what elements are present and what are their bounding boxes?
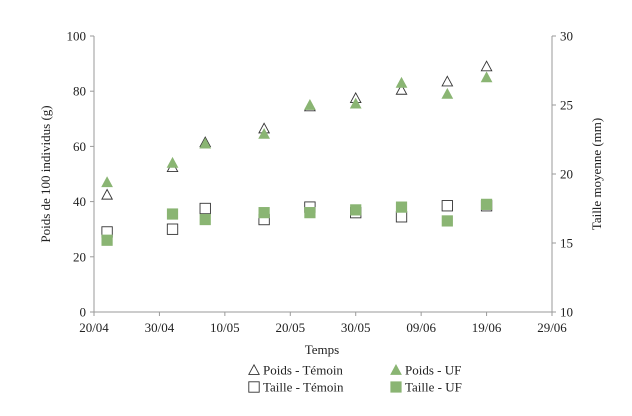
- x-tick-label: 29/06: [537, 320, 567, 335]
- data-point: [441, 87, 454, 99]
- y-left-tick-label: 40: [73, 194, 86, 209]
- data-point: [166, 208, 179, 220]
- data-point: [441, 200, 453, 212]
- data-point: [480, 60, 493, 72]
- x-axis-title: Temps: [305, 342, 339, 357]
- legend-marker: [390, 363, 402, 375]
- data-point: [304, 207, 316, 219]
- data-point: [101, 188, 114, 200]
- y-right-tick-label: 20: [560, 167, 573, 182]
- y-right-tick-label: 15: [560, 236, 573, 251]
- legend-label: Poids - Témoin: [263, 363, 343, 378]
- y-right-tick-label: 25: [560, 98, 573, 113]
- x-tick-label: 20/04: [79, 320, 109, 335]
- y-left-tick-label: 60: [73, 139, 86, 154]
- y-left-tick-label: 20: [73, 249, 86, 264]
- x-tick-label: 10/05: [210, 320, 240, 335]
- x-tick-label: 20/05: [275, 320, 305, 335]
- legend-marker: [248, 381, 260, 393]
- data-point: [395, 201, 408, 213]
- data-point: [395, 76, 408, 88]
- series-0: [101, 60, 493, 200]
- y-axis-right-title: Taille moyenne (mm): [589, 118, 604, 230]
- legend-marker: [248, 363, 260, 375]
- legend-item: Taille - UF: [390, 380, 462, 395]
- data-point: [395, 211, 408, 223]
- data-point: [166, 223, 179, 235]
- y-right-tick-label: 10: [560, 305, 573, 320]
- legend-item: Poids - Témoin: [248, 363, 343, 378]
- series-1: [101, 71, 493, 188]
- data-point: [199, 137, 212, 149]
- legend: Poids - Témoin Poids - UF Taille - Témoin T…: [248, 363, 462, 395]
- x-tick-label: 19/06: [472, 320, 502, 335]
- legend-label: Taille - UF: [405, 380, 462, 395]
- series-3: [101, 198, 493, 246]
- y-left-tick-label: 100: [67, 29, 87, 44]
- data-point: [480, 71, 493, 83]
- data-point: [258, 207, 270, 219]
- data-point: [350, 204, 362, 216]
- data-point: [441, 75, 454, 87]
- data-point: [101, 176, 113, 188]
- data-point: [395, 83, 408, 95]
- legend-item: Taille - Témoin: [248, 380, 344, 395]
- data-point: [304, 98, 316, 110]
- series-2: [101, 200, 493, 238]
- legend-marker: [390, 381, 402, 393]
- y-left-tick-label: 0: [80, 305, 87, 320]
- x-tick-label: 09/06: [406, 320, 436, 335]
- data-point: [258, 127, 270, 139]
- data-point: [441, 215, 453, 227]
- data-point: [480, 198, 493, 210]
- data-point: [199, 202, 211, 215]
- data-point: [349, 97, 362, 109]
- data-point: [101, 234, 113, 246]
- legend-item: Poids - UF: [390, 363, 461, 378]
- legend-label: Taille - Témoin: [263, 380, 344, 395]
- legend-label: Poids - UF: [405, 363, 461, 378]
- x-tick-label: 30/04: [145, 320, 175, 335]
- data-point: [199, 213, 211, 226]
- y-axis-left-title: Poids de 100 individus (g): [38, 105, 53, 242]
- x-tick-label: 30/05: [341, 320, 371, 335]
- plot-area: 0 20 40 60 80 100 10 15 20 25 30 20/04 30/04 10/05 20/…: [67, 29, 574, 336]
- y-right-tick-label: 30: [560, 29, 573, 44]
- y-left-tick-label: 80: [73, 84, 86, 99]
- data-point: [166, 156, 179, 168]
